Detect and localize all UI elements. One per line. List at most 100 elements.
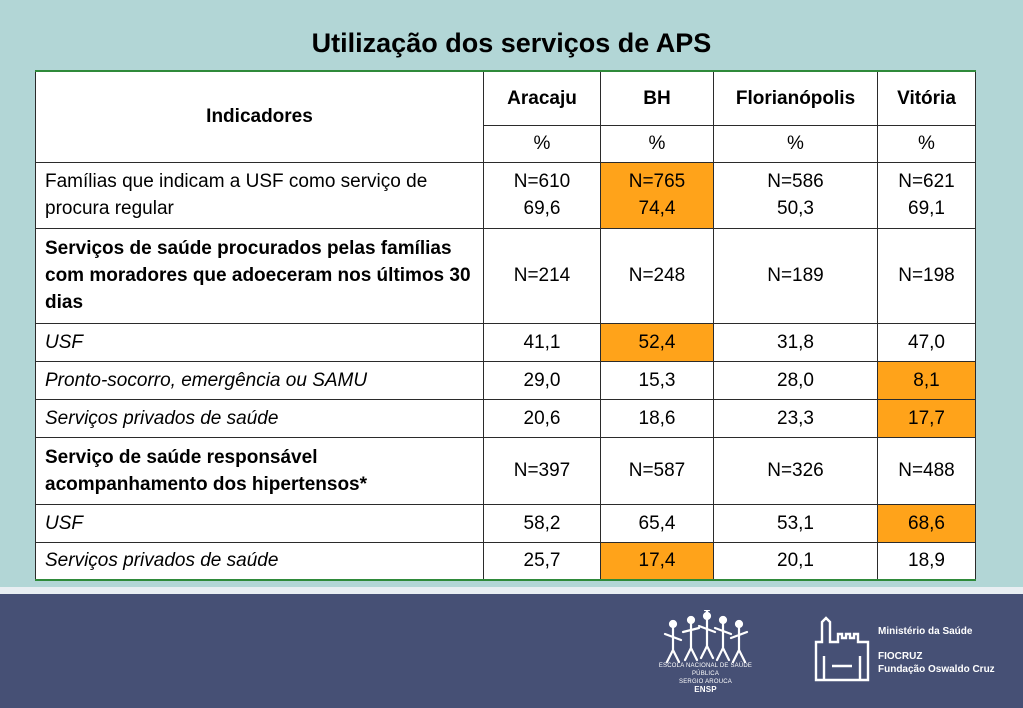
- indicator-label: Serviços de saúde procurados pelas famíl…: [35, 227, 484, 324]
- cell-value: N=586: [767, 171, 824, 192]
- value-cell: 65,4: [600, 503, 714, 543]
- unit-header: %: [713, 124, 878, 163]
- cell-value: 15,3: [638, 369, 676, 391]
- value-cell: 25,7: [483, 541, 601, 581]
- value-cell: N=326: [713, 436, 878, 505]
- indicator-label: Pronto-socorro, emergência ou SAMU: [35, 360, 484, 400]
- ensp-logo-icon: [663, 610, 749, 664]
- value-cell: N=214: [483, 227, 601, 324]
- value-cell: N=397: [483, 436, 601, 505]
- cell-value: N=765: [628, 171, 686, 192]
- value-cell: 17,4: [600, 541, 714, 581]
- ministry-label: Ministério da Saúde: [878, 626, 973, 637]
- cell-value: 29,0: [523, 369, 561, 391]
- value-cell: N=621 69,1: [877, 161, 976, 229]
- table-row: USF 58,2 65,4 53,1 68,6: [35, 503, 976, 543]
- cell-value: N=621: [898, 171, 955, 192]
- unit-header: %: [483, 124, 601, 163]
- city-header-aracaju: Aracaju: [483, 70, 601, 126]
- cell-value: N=214: [513, 265, 571, 286]
- cell-value: 20,6: [523, 407, 561, 429]
- cell-value: 41,1: [523, 331, 561, 353]
- cell-value: 53,1: [777, 512, 814, 534]
- value-cell: N=488: [877, 436, 976, 505]
- value-cell: N=248: [600, 227, 714, 324]
- cell-value: 8,1: [913, 369, 940, 391]
- cell-value: 17,7: [908, 407, 945, 429]
- cell-value: N=488: [898, 460, 955, 481]
- value-cell: 29,0: [483, 360, 601, 400]
- value-cell: 31,8: [713, 322, 878, 362]
- fiocruz-full-label: Fundação Oswaldo Cruz: [878, 664, 995, 675]
- ensp-name: ESCOLA NACIONAL DE SAÚDE PÚBLICA: [658, 663, 753, 677]
- cell-value: N=326: [767, 460, 824, 481]
- cell-value: N=397: [513, 460, 571, 481]
- ensp-acronym: ENSP: [694, 685, 717, 694]
- cell-value: 17,4: [638, 550, 676, 572]
- value-cell: N=586 50,3: [713, 161, 878, 229]
- cell-value: 18,6: [638, 407, 676, 429]
- value-cell: 68,6: [877, 503, 976, 543]
- fiocruz-label: FIOCRUZ: [878, 651, 923, 662]
- value-cell: N=610 69,6: [483, 161, 601, 229]
- value-cell: 41,1: [483, 322, 601, 362]
- value-cell: 53,1: [713, 503, 878, 543]
- value-cell: 18,6: [600, 398, 714, 438]
- indicator-label: Famílias que indicam a USF como serviço …: [35, 161, 484, 229]
- cell-value: 18,9: [908, 550, 945, 572]
- cell-value: 74,4: [638, 198, 676, 219]
- cell-value: N=198: [898, 265, 955, 286]
- table-row: Famílias que indicam a USF como serviço …: [35, 161, 976, 229]
- cell-value: 28,0: [777, 369, 814, 391]
- cell-value: 68,6: [908, 512, 945, 534]
- city-header-vitoria: Vitória: [877, 70, 976, 126]
- fiocruz-text: Ministério da Saúde FIOCRUZ Fundação Osw…: [878, 625, 995, 676]
- indicator-label: USF: [35, 322, 484, 362]
- cell-value: 69,6: [523, 198, 561, 219]
- cell-value: N=248: [628, 265, 686, 286]
- value-cell: N=765 74,4: [600, 161, 714, 229]
- fiocruz-castle-icon: [814, 616, 870, 682]
- value-cell: 15,3: [600, 360, 714, 400]
- header-row-units: % % % %: [36, 124, 976, 163]
- cell-value: N=610: [513, 171, 571, 192]
- indicator-label: USF: [35, 503, 484, 543]
- value-cell: N=198: [877, 227, 976, 324]
- value-cell: 20,6: [483, 398, 601, 438]
- ensp-subname: SERGIO AROUCA: [679, 679, 732, 685]
- unit-header: %: [600, 124, 714, 163]
- value-cell: 20,1: [713, 541, 878, 581]
- value-cell: N=587: [600, 436, 714, 505]
- cell-value: 52,4: [638, 331, 676, 353]
- indicators-table: Indicadores Aracaju BH Florianópolis Vit…: [35, 70, 976, 581]
- indicator-label: Serviços privados de saúde: [35, 541, 484, 581]
- header-row-cities: Indicadores Aracaju BH Florianópolis Vit…: [35, 70, 976, 163]
- cell-value: 50,3: [777, 198, 814, 219]
- indicator-label: Serviço de saúde responsável acompanhame…: [35, 436, 484, 505]
- cell-value: N=189: [767, 265, 824, 286]
- cell-value: N=587: [628, 460, 686, 481]
- value-cell: 8,1: [877, 360, 976, 400]
- city-header-bh: BH: [600, 70, 714, 126]
- table-row: USF 41,1 52,4 31,8 47,0: [35, 322, 976, 362]
- cell-value: 31,8: [777, 331, 814, 353]
- value-cell: 52,4: [600, 322, 714, 362]
- value-cell: 47,0: [877, 322, 976, 362]
- cell-value: 47,0: [908, 331, 945, 353]
- indicator-label: Serviços privados de saúde: [35, 398, 484, 438]
- cell-value: 69,1: [908, 198, 945, 219]
- table-row: Serviços de saúde procurados pelas famíl…: [35, 227, 976, 324]
- cell-value: 25,7: [523, 550, 561, 572]
- city-header-florianopolis: Florianópolis: [713, 70, 878, 126]
- cell-value: 58,2: [523, 512, 561, 534]
- value-cell: 17,7: [877, 398, 976, 438]
- value-cell: 58,2: [483, 503, 601, 543]
- unit-header: %: [877, 124, 976, 163]
- table-row: Serviços privados de saúde 25,7 17,4 20,1 18…: [35, 541, 976, 581]
- value-cell: 18,9: [877, 541, 976, 581]
- cell-value: 23,3: [777, 407, 814, 429]
- table-row: Pronto-socorro, emergência ou SAMU 29,0 15…: [35, 360, 976, 400]
- cell-value: 65,4: [638, 512, 676, 534]
- value-cell: 23,3: [713, 398, 878, 438]
- page-title: Utilização dos serviços de APS: [311, 28, 712, 58]
